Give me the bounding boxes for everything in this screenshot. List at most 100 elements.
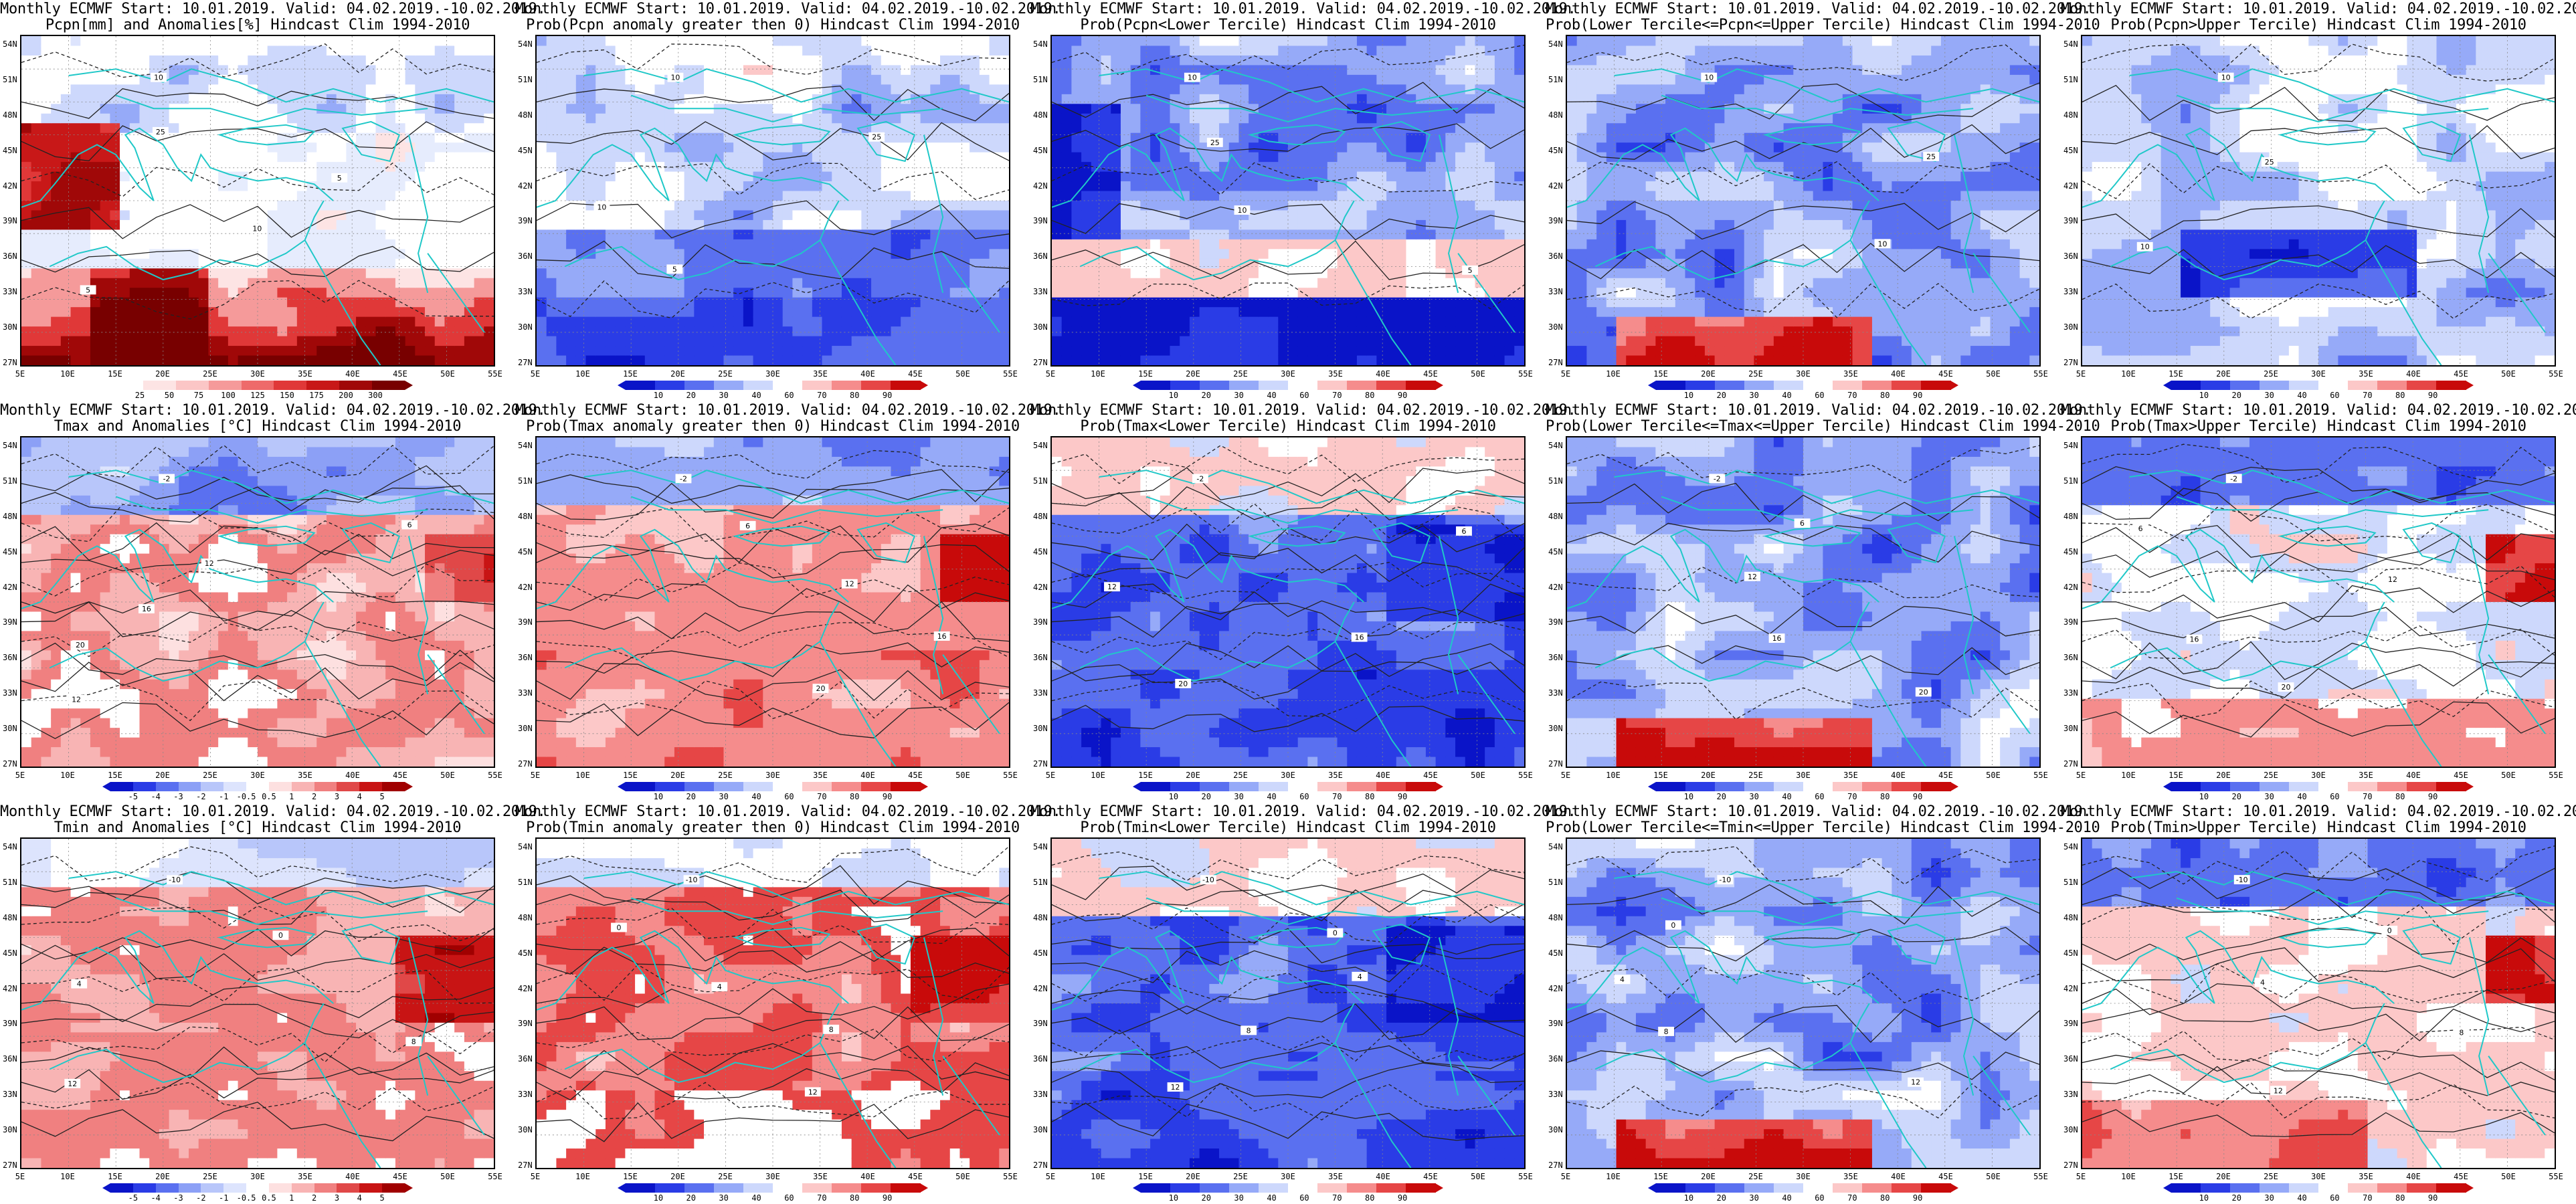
contour-label: 20 xyxy=(2282,683,2291,692)
colorbar-segment xyxy=(1656,782,1686,791)
colorbar-max-arrow xyxy=(920,1183,928,1193)
latitude-label: 45N xyxy=(518,548,533,556)
colorbar-segment xyxy=(2171,1183,2201,1193)
colorbar-segment xyxy=(110,1183,134,1193)
colorbar-min-arrow xyxy=(1648,1183,1656,1193)
longitude-label: 10E xyxy=(575,1173,590,1181)
contour-label: 25 xyxy=(2265,158,2274,167)
contour-label: -2 xyxy=(680,474,687,483)
colorbar-label: 2 xyxy=(312,793,316,801)
longitude-label: 55E xyxy=(488,370,502,378)
latitude-label: 42N xyxy=(518,182,533,190)
latitude-label: 39N xyxy=(2063,217,2078,225)
latitude-label: 48N xyxy=(1033,914,1048,922)
longitude-label: 55E xyxy=(1003,1173,1018,1181)
colorbar-label: -5 xyxy=(128,793,138,801)
latitude-label: 36N xyxy=(3,252,17,260)
longitude-label: 25E xyxy=(1233,370,1248,378)
latitude-label: 30N xyxy=(518,1126,533,1134)
contour-label: 8 xyxy=(411,1037,416,1046)
colorbar-segment xyxy=(1229,381,1259,390)
colorbar-segment xyxy=(2377,782,2407,791)
contour-labels: -2 6 12 16 20 xyxy=(1104,474,1472,688)
colorbar-segment xyxy=(655,782,685,791)
colorbar-segment xyxy=(1803,381,1833,390)
colorbar-segment xyxy=(2230,782,2260,791)
longitude-label: 45E xyxy=(2454,1173,2468,1181)
colorbar-segment xyxy=(201,1183,224,1193)
contour-label: 12 xyxy=(2274,1086,2283,1095)
latitude-label: 48N xyxy=(518,512,533,520)
colorbar-segment xyxy=(773,782,803,791)
colorbar-segment xyxy=(1347,1183,1377,1193)
longitude-label: 30E xyxy=(2311,771,2326,779)
latitude-label: 27N xyxy=(3,1161,17,1169)
contour-label: 25 xyxy=(872,133,881,142)
longitude-label: 55E xyxy=(2549,1173,2563,1181)
colorbar-segment xyxy=(2436,782,2466,791)
contour-labels: -2 6 12 16 20 12 xyxy=(68,474,418,704)
longitude-label: 25E xyxy=(718,370,733,378)
colorbar-segment xyxy=(2289,381,2319,390)
latitude-label: 51N xyxy=(2063,76,2078,84)
longitude-label: 15E xyxy=(623,1173,638,1181)
longitude-label: 10E xyxy=(60,370,75,378)
latitude-label: 30N xyxy=(518,323,533,331)
longitude-label: 40E xyxy=(860,771,875,779)
latitude-label: 33N xyxy=(518,689,533,697)
latitude-label: 45N xyxy=(1548,146,1563,155)
longitude-label: 30E xyxy=(250,1173,265,1181)
latitude-label: 42N xyxy=(2063,583,2078,591)
longitude-label: 10E xyxy=(1606,771,1621,779)
colorbar-max-arrow xyxy=(920,782,928,791)
contour-label-box xyxy=(1167,1082,1184,1092)
colorbar-segment xyxy=(339,381,373,390)
colorbar-label: 90 xyxy=(1398,1194,1407,1202)
colorbar-label: 90 xyxy=(1398,391,1407,399)
panel-title-line2: Prob(Tmax anomaly greater then 0) Hindca… xyxy=(515,419,1030,435)
longitude-label: 45E xyxy=(1423,1173,1438,1181)
contour-label: 0 xyxy=(278,931,283,940)
colorbar-label: 40 xyxy=(1782,391,1791,399)
colorbar-label: 60 xyxy=(2330,793,2339,801)
colorbar-label: 90 xyxy=(883,793,892,801)
contour-labels: -10 0 4 8 12 xyxy=(1614,875,1924,1087)
colorbar-segment xyxy=(1892,782,1922,791)
map-panel: Monthly ECMWF Start: 10.01.2019. Valid: … xyxy=(2061,803,2576,1204)
colorbar-label: 70 xyxy=(2363,391,2372,399)
contour-labels: -2 6 12 16 20 xyxy=(2132,474,2401,692)
latitude-label: 27N xyxy=(1033,1161,1048,1169)
latitude-label: 42N xyxy=(1033,182,1048,190)
latitude-label: 54N xyxy=(1033,441,1048,449)
colorbar-label: 40 xyxy=(751,1194,761,1202)
colorbar-segment xyxy=(208,381,242,390)
colorbar-segment xyxy=(626,782,656,791)
longitude-label: 35E xyxy=(1843,771,1858,779)
longitude-label: 20E xyxy=(2216,1173,2231,1181)
longitude-label: 5E xyxy=(15,771,25,779)
colorbar-segment xyxy=(1803,782,1833,791)
latitude-label: 33N xyxy=(2063,1090,2078,1098)
colorbar-label: 1 xyxy=(289,1194,294,1202)
colorbar-segment xyxy=(246,782,270,791)
colorbar-label: 90 xyxy=(2428,391,2437,399)
longitude-label: 40E xyxy=(345,1173,360,1181)
panel-title-line2: Prob(Lower Tercile<=Tmax<=Upper Tercile)… xyxy=(1546,419,2100,435)
contour-label-box xyxy=(1104,582,1120,592)
latitude-label: 51N xyxy=(3,76,17,84)
isolines xyxy=(1052,44,1524,310)
longitude-label: 45E xyxy=(1938,1173,1953,1181)
map-plot-area: -2 6 12 16 20 xyxy=(1050,436,1526,768)
longitude-label: 40E xyxy=(1891,370,1906,378)
longitude-label: 15E xyxy=(2169,771,2183,779)
colorbar-segment xyxy=(891,782,921,791)
contour-labels: -10 0 4 8 12 xyxy=(64,875,422,1088)
longitude-label: 25E xyxy=(1748,771,1763,779)
latitude-label: 27N xyxy=(3,760,17,768)
colorbar-segment xyxy=(1317,381,1348,390)
contour-label-box xyxy=(2381,925,2398,935)
colorbar-label: 50 xyxy=(165,391,174,399)
contour-label-box xyxy=(711,982,728,992)
colorbar-min-arrow xyxy=(1133,782,1141,791)
longitude-label: 45E xyxy=(908,771,923,779)
